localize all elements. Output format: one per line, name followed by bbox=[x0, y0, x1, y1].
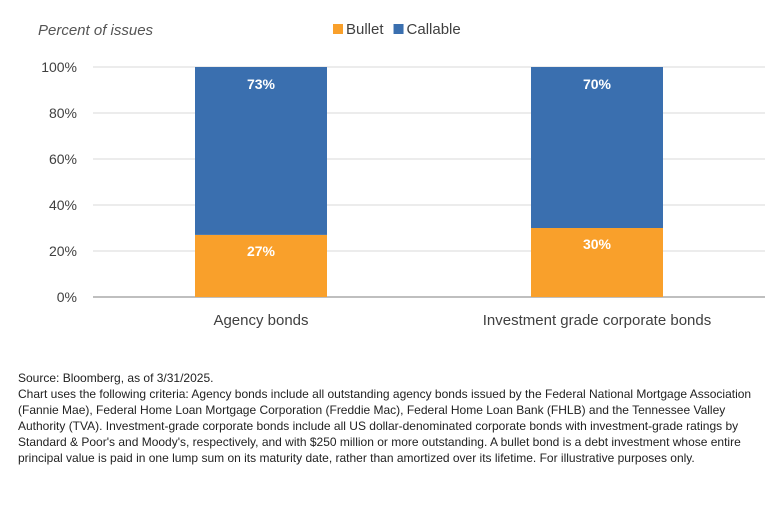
bars: 27% 73% 30% 70% bbox=[195, 67, 663, 297]
y-tick-label: 100% bbox=[41, 59, 77, 75]
y-axis-title: Percent of issues bbox=[38, 22, 154, 39]
category-label: Investment grade corporate bonds bbox=[483, 312, 711, 329]
legend: Bullet Callable bbox=[333, 21, 461, 38]
bar-bullet bbox=[531, 228, 663, 297]
bar-callable bbox=[531, 67, 663, 228]
y-tick-label: 60% bbox=[49, 151, 77, 167]
stacked-bar-chart: Percent of issues Bullet Callable 0% 20% 40… bbox=[38, 21, 765, 329]
chart-notes: Source: Bloomberg, as of 3/31/2025. Char… bbox=[18, 370, 763, 466]
legend-swatch-bullet bbox=[333, 24, 343, 34]
category-label: Agency bonds bbox=[213, 312, 308, 329]
y-tick-label: 40% bbox=[49, 197, 77, 213]
y-tick-label: 0% bbox=[57, 289, 77, 305]
data-label: 73% bbox=[247, 76, 276, 92]
bar-callable bbox=[195, 67, 327, 235]
x-axis-categories: Agency bonds Investment grade corporate b… bbox=[213, 312, 711, 329]
legend-swatch-callable bbox=[393, 24, 404, 34]
y-axis-ticks: 0% 20% 40% 60% 80% 100% bbox=[41, 59, 77, 305]
data-label: 27% bbox=[247, 243, 276, 259]
criteria-note: Chart uses the following criteria: Agenc… bbox=[18, 387, 752, 465]
source-note: Source: Bloomberg, as of 3/31/2025. bbox=[18, 371, 214, 385]
y-tick-label: 80% bbox=[49, 105, 77, 121]
gridlines bbox=[93, 66, 765, 298]
data-label: 30% bbox=[583, 236, 612, 252]
y-tick-label: 20% bbox=[49, 243, 77, 259]
legend-label-callable: Callable bbox=[407, 21, 461, 38]
data-label: 70% bbox=[583, 76, 612, 92]
legend-label-bullet: Bullet bbox=[346, 21, 384, 38]
bar-bullet bbox=[195, 234, 327, 297]
